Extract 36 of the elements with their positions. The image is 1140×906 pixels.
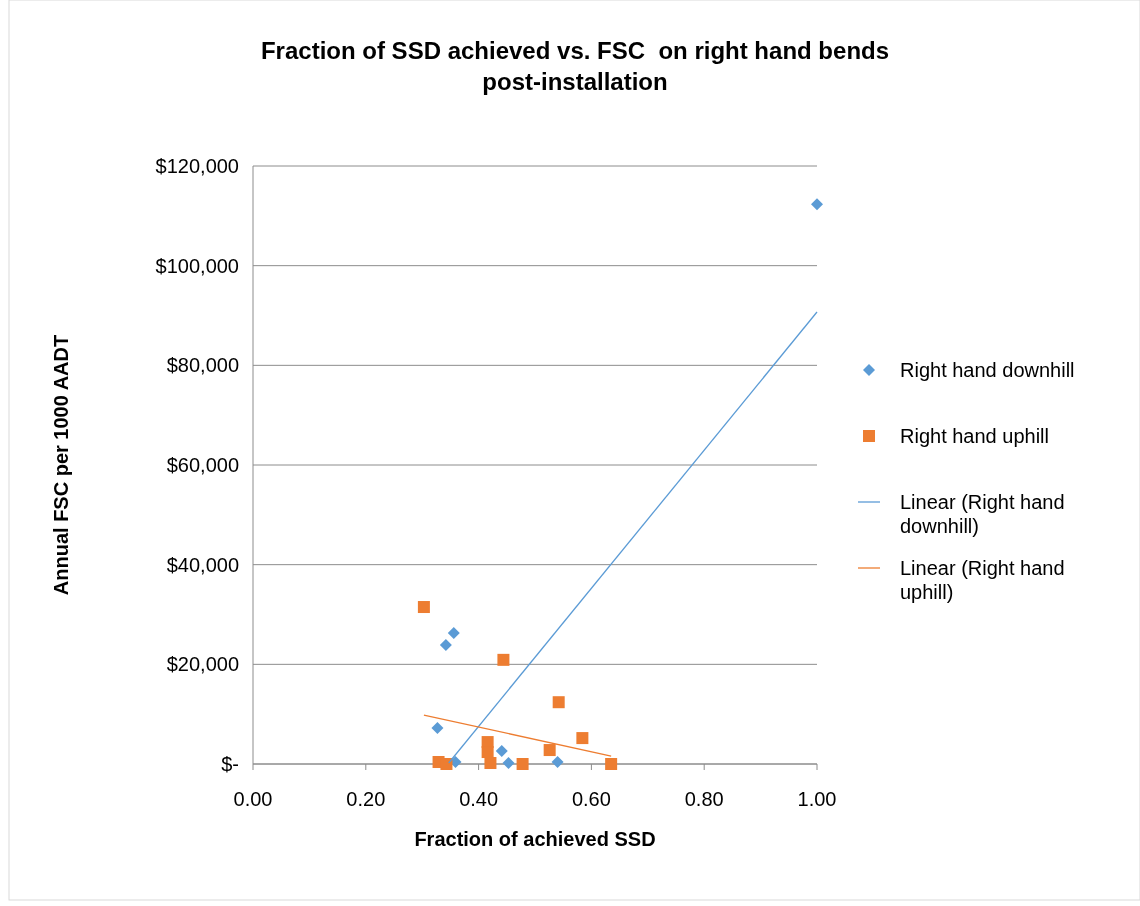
y-axis-title: Annual FSC per 1000 AADT xyxy=(50,334,72,596)
x-tick-label: 1.00 xyxy=(797,788,837,810)
point xyxy=(417,601,430,614)
point xyxy=(497,653,510,666)
x-tick-label: 0.80 xyxy=(684,788,724,810)
point xyxy=(811,198,823,211)
x-axis-title: Fraction of achieved SSD xyxy=(414,828,656,850)
x-tick-label: 0.00 xyxy=(233,788,273,810)
point xyxy=(502,757,515,769)
point xyxy=(495,745,508,758)
chart-title: Fraction of SSD achieved vs. FSC on right hand bends post-installation xyxy=(260,37,890,95)
point xyxy=(439,638,452,651)
point xyxy=(551,756,564,769)
y-tick-label: $20,000 xyxy=(166,653,239,676)
point xyxy=(484,757,497,769)
legend-label: Linear (Right hand downhill) xyxy=(900,491,1065,537)
legend-label: Right hand downhill xyxy=(900,359,1075,381)
point xyxy=(447,626,460,639)
y-tick-label: $80,000 xyxy=(166,354,239,377)
point xyxy=(516,758,529,770)
y-tick-label: $120,000 xyxy=(155,155,239,177)
x-tick-label: 0.60 xyxy=(571,788,611,810)
point xyxy=(576,732,589,745)
point xyxy=(552,696,565,709)
legend-label: Right hand uphill xyxy=(900,425,1049,447)
y-tick-label: $60,000 xyxy=(166,454,239,476)
y-tick-label: $100,000 xyxy=(155,254,239,277)
x-tick-label: 0.20 xyxy=(346,788,386,810)
point xyxy=(431,722,444,735)
legend-label: Linear (Right hand uphill) xyxy=(900,557,1065,603)
point xyxy=(543,744,556,757)
point xyxy=(605,758,618,770)
x-tick-label: 0.40 xyxy=(459,788,499,810)
y-tick-label: $- xyxy=(221,753,239,775)
point xyxy=(440,758,453,770)
y-tick-label: $40,000 xyxy=(166,553,239,576)
